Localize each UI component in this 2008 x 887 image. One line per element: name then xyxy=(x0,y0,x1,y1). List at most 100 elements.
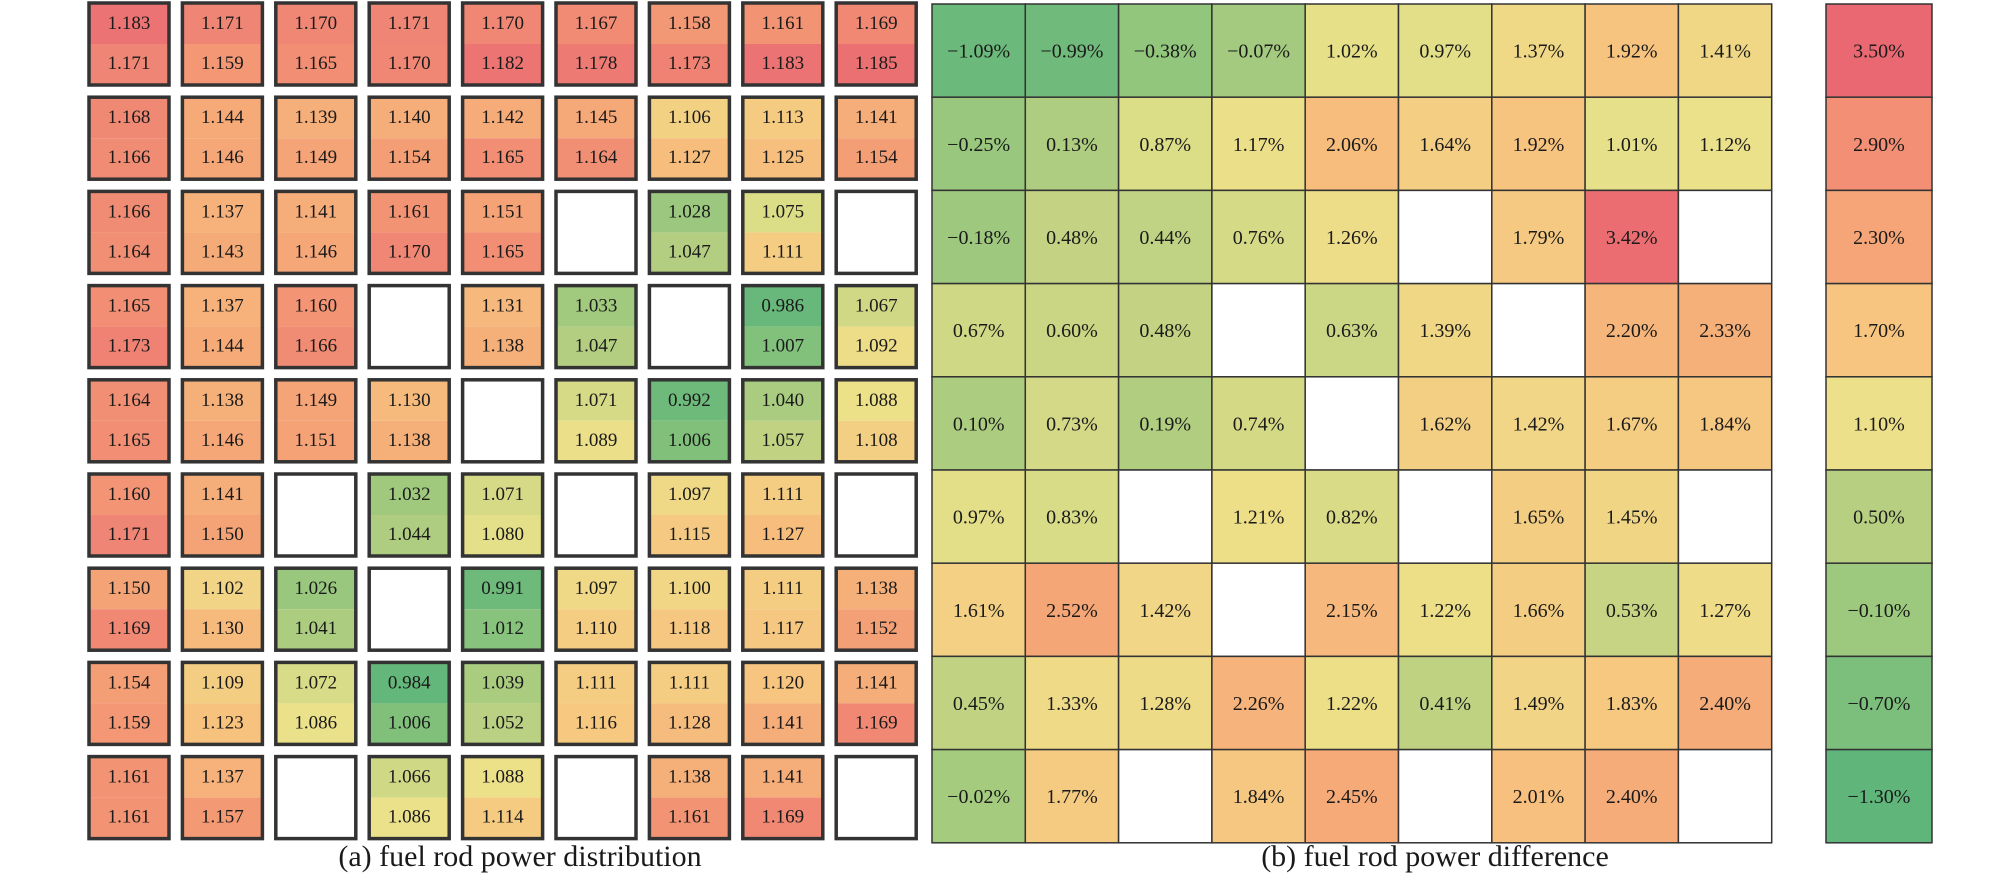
rod-cell-border xyxy=(554,660,638,747)
rod-cell-border xyxy=(180,566,265,652)
rod-cell-border xyxy=(367,378,451,464)
rod-cell-bottom xyxy=(742,703,823,745)
rod-value-top: 1.100 xyxy=(668,578,711,599)
difference-cell xyxy=(1677,282,1773,378)
difference-cell xyxy=(1584,655,1680,751)
rod-cell-top xyxy=(89,379,169,421)
difference-cell xyxy=(1491,376,1586,471)
rod-value-bottom: 1.159 xyxy=(201,53,244,74)
difference-cell xyxy=(1117,655,1213,751)
difference-value: 1.22% xyxy=(1326,693,1378,715)
difference-value: 1.27% xyxy=(1699,600,1751,622)
rod-cell-top xyxy=(369,662,450,704)
rod-value-top: 1.088 xyxy=(481,767,524,788)
rod-value-bottom: 1.141 xyxy=(761,712,804,733)
difference-value: 1.77% xyxy=(1046,786,1098,808)
rod-cell-border xyxy=(554,95,638,181)
rod-cell-border xyxy=(647,378,732,464)
rod-value-top: 1.131 xyxy=(481,296,524,317)
difference-value: 1.12% xyxy=(1699,134,1751,156)
rod-cell-top xyxy=(742,97,823,139)
rod-value-bottom: 1.165 xyxy=(294,53,337,74)
difference-value: 1.42% xyxy=(1513,413,1565,435)
rod-value-top: 1.040 xyxy=(761,390,804,411)
rod-cell-top xyxy=(182,568,263,610)
rod-value-bottom: 1.146 xyxy=(294,241,337,262)
rod-cell-border xyxy=(180,189,265,276)
rod-cell-top xyxy=(182,285,263,327)
difference-value: 2.15% xyxy=(1326,600,1378,622)
rod-cell-top xyxy=(369,3,450,44)
rod-cell-border xyxy=(647,95,732,181)
rod-cell-bottom xyxy=(462,44,543,85)
rod-cell-bottom xyxy=(369,232,450,274)
rod-value-bottom: 1.108 xyxy=(855,430,898,451)
rod-value-top: 1.137 xyxy=(201,296,244,317)
rod-cell-border xyxy=(741,189,825,276)
difference-cell xyxy=(1584,96,1680,192)
rod-cell-bottom xyxy=(649,515,730,556)
rod-value-bottom: 1.138 xyxy=(481,336,524,357)
rod-value-top: 1.149 xyxy=(294,390,337,411)
difference-cell xyxy=(1491,189,1586,285)
difference-cell xyxy=(931,282,1027,378)
rod-value-top: 1.088 xyxy=(855,390,898,411)
difference-cell xyxy=(931,3,1027,98)
rod-value-bottom: 1.169 xyxy=(761,807,804,828)
rod-value-top: 1.106 xyxy=(668,107,711,128)
rod-cell-border xyxy=(834,566,918,652)
rod-cell-border xyxy=(367,660,451,747)
difference-value: 1.42% xyxy=(1139,600,1191,622)
rod-cell-top xyxy=(742,3,823,44)
rod-value-top: 0.992 xyxy=(668,390,711,411)
rod-value-bottom: 1.115 xyxy=(668,524,710,545)
rod-cell-bottom xyxy=(369,703,450,745)
rod-cell-bottom xyxy=(556,703,636,745)
rod-value-bottom: 1.154 xyxy=(388,147,431,168)
difference-value: 1.65% xyxy=(1513,507,1565,529)
rod-cell-bottom xyxy=(462,703,543,745)
rod-cell-top xyxy=(649,3,730,44)
rod-cell-bottom xyxy=(182,232,263,274)
rod-value-top: 1.111 xyxy=(762,578,803,599)
difference-cell xyxy=(1397,282,1493,378)
difference-value: 2.26% xyxy=(1233,693,1285,715)
rod-value-top: 0.984 xyxy=(388,672,431,693)
rod-value-bottom: 1.170 xyxy=(388,241,431,262)
rod-value-top: 1.137 xyxy=(201,767,244,788)
rod-cell-border xyxy=(87,1,171,87)
rod-value-bottom: 1.146 xyxy=(201,147,244,168)
rod-cell-border xyxy=(834,95,918,181)
rod-value-bottom: 1.086 xyxy=(294,712,337,733)
difference-value: 3.42% xyxy=(1606,227,1658,249)
rod-value-top: 1.144 xyxy=(201,107,244,128)
rod-cell-top xyxy=(742,756,823,798)
rod-cell-bottom xyxy=(462,326,543,368)
rod-cell-bottom xyxy=(742,797,823,839)
rod-cell-border xyxy=(834,378,918,464)
color-scale-legend: 3.50% 2.90% 2.30% 1.70% 1.10% 0.50% −0.10% −0.7… xyxy=(1825,3,1933,844)
difference-value: 0.48% xyxy=(1046,227,1098,249)
rod-cell-bottom xyxy=(182,44,263,85)
difference-cell xyxy=(931,748,1027,844)
difference-cell xyxy=(931,562,1027,658)
rod-cell-top xyxy=(649,97,730,139)
rod-cell-top xyxy=(89,3,169,44)
rod-cell-top xyxy=(182,97,263,139)
rod-cell-border xyxy=(741,472,825,558)
rod-cell-border xyxy=(741,660,825,747)
legend-label: 1.10% xyxy=(1853,413,1905,435)
difference-value: 0.45% xyxy=(953,693,1005,715)
empty-rod-cell xyxy=(367,283,451,370)
difference-cell xyxy=(1677,655,1773,751)
difference-value: 1.02% xyxy=(1326,41,1378,63)
rod-value-top: 1.142 xyxy=(481,107,524,128)
rod-cell-border xyxy=(87,660,171,747)
legend-label: 3.50% xyxy=(1853,41,1905,63)
difference-value: 0.60% xyxy=(1046,320,1098,342)
difference-value: 0.83% xyxy=(1046,507,1098,529)
rod-cell-border xyxy=(460,754,545,841)
rod-value-top: 1.154 xyxy=(108,672,151,693)
difference-cell xyxy=(1024,376,1120,471)
rod-cell-bottom xyxy=(836,420,917,462)
